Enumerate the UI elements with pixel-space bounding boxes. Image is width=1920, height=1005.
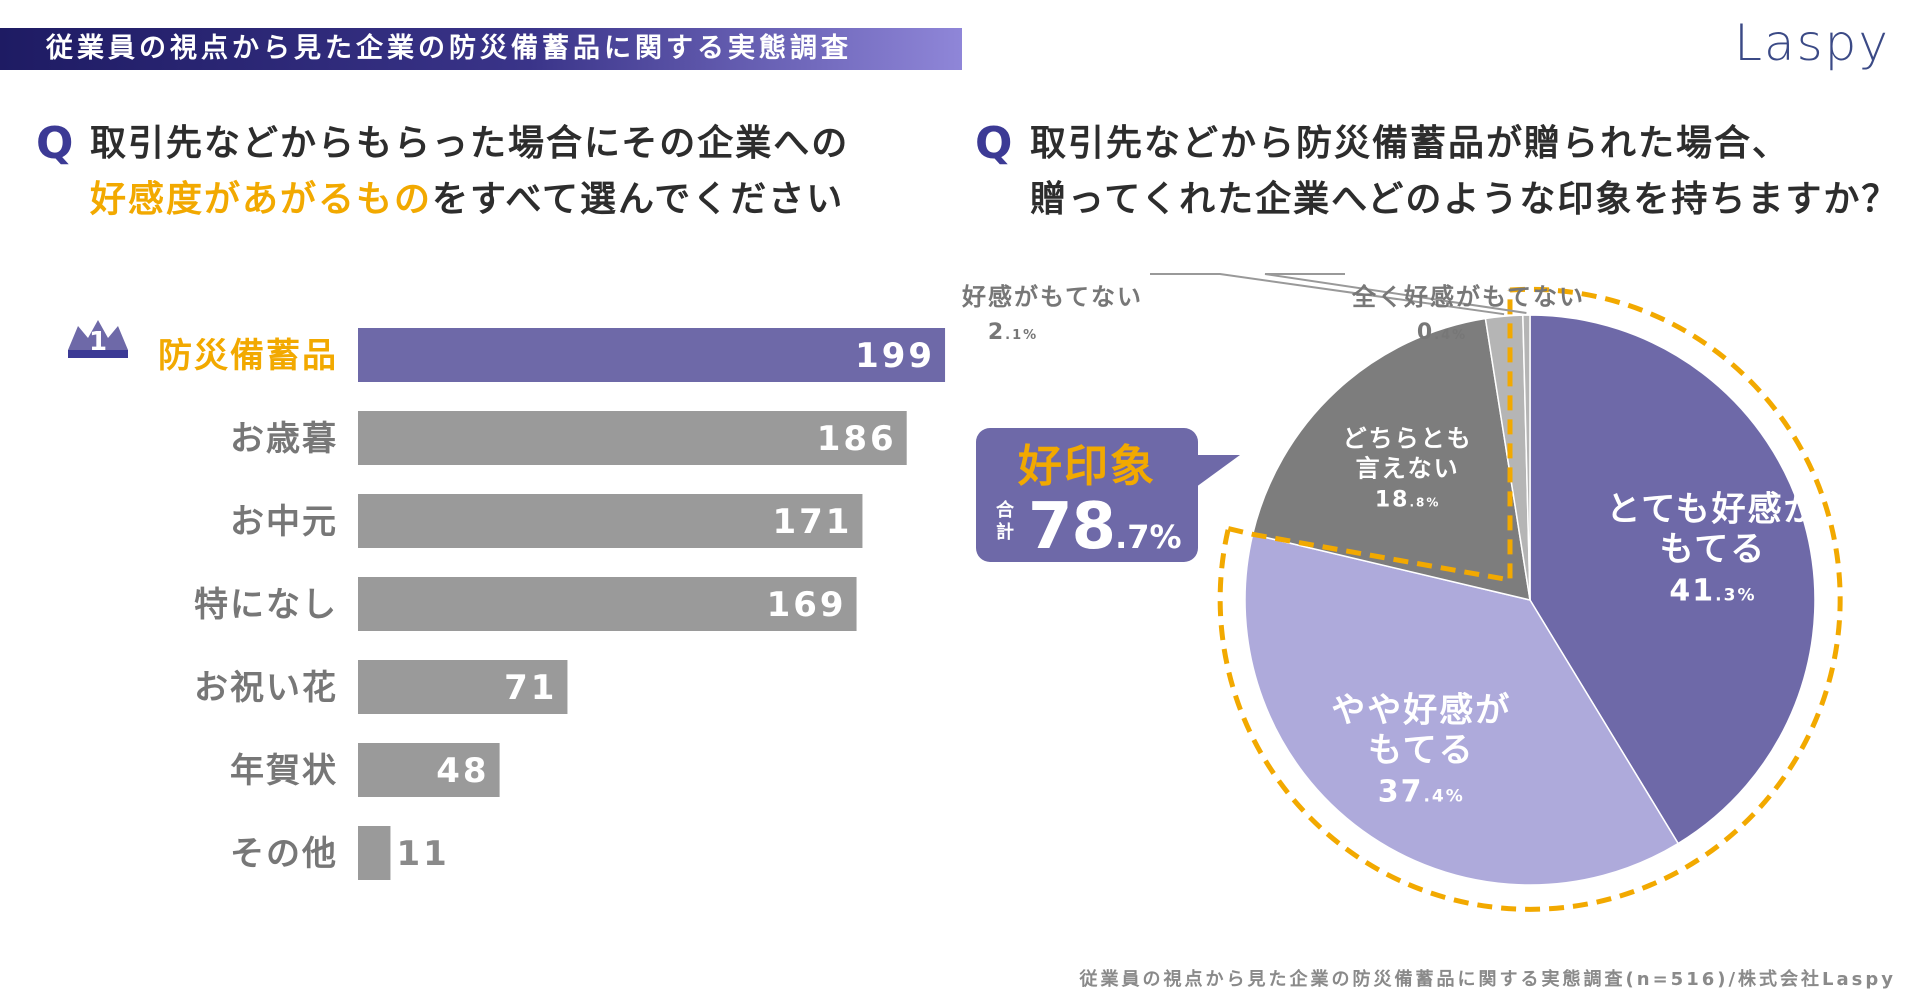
- bar: [358, 411, 907, 465]
- left-question-line2: 好感度があがるものをすべて選んでください: [90, 172, 849, 228]
- bar-category-label: 防災備蓄品: [158, 336, 338, 376]
- pie-slice-label: やや好感が: [1331, 691, 1511, 731]
- good-impression-badge: 好印象 合計 78.7%: [976, 428, 1198, 564]
- badge-pointer: [1192, 455, 1240, 490]
- bar-value-label: 11: [396, 834, 449, 874]
- survey-title-banner: 従業員の視点から見た企業の防災備蓄品に関する実態調査: [0, 28, 962, 70]
- pie-slice: [1244, 533, 1680, 886]
- bar: [358, 743, 500, 797]
- pie-slice-label: どちらとも: [1343, 424, 1473, 452]
- rank-number: 1: [89, 327, 107, 357]
- bar-category-label: その他: [230, 834, 338, 874]
- left-question: 取引先などからもらった場合にその企業への 好感度があがるものをすべて選んでくださ…: [90, 116, 849, 228]
- bar-chart: 防災備蓄品 199 お歳暮 186 お中元 171 特になし 169 お祝い花 71 年賀状 48 その…: [68, 320, 946, 880]
- bar: [358, 660, 568, 714]
- pie-slice-value: 41.3%: [1669, 574, 1756, 609]
- pie-slice-label: もてる: [1368, 731, 1475, 771]
- bar-value-label: 169: [767, 585, 847, 625]
- pie-slice-label: とても好感が: [1606, 490, 1819, 530]
- bar-category-label: 年賀状: [230, 751, 338, 791]
- bar-category-label: 特になし: [194, 585, 338, 625]
- bar: [358, 328, 946, 382]
- bar-value-label: 171: [772, 502, 852, 542]
- pie-chart: とても好感がもてる41.3%やや好感がもてる37.4%どちらとも言えない18.8…: [960, 273, 1843, 912]
- bar-value-label: 199: [855, 336, 935, 376]
- good-impression-outline: [1227, 290, 1513, 583]
- laspy-logo: Laspy: [1734, 14, 1890, 72]
- bar: [358, 826, 391, 880]
- right-question-line1: 取引先などから防災備蓄品が贈られた場合、: [1030, 123, 1791, 164]
- left-question-line2-rest: をすべて選んでください: [432, 179, 845, 220]
- bar: [358, 577, 857, 631]
- right-question: 取引先などから防災備蓄品が贈られた場合、 贈ってくれた企業へどのような印象を持ち…: [1030, 116, 1899, 228]
- pie-slice-value: 18.8%: [1375, 487, 1441, 512]
- right-question-q-icon: Q: [975, 118, 1013, 169]
- pie-slice: [1522, 314, 1531, 601]
- left-question-q-icon: Q: [36, 118, 74, 169]
- rank-crown-icon: 1: [68, 320, 128, 358]
- left-question-highlight: 好感度があがるもの: [90, 179, 433, 220]
- pie-slice-value: 37.4%: [1378, 775, 1465, 810]
- bar-category-label: お祝い花: [194, 668, 338, 708]
- pie-slice-value: 0.4%: [1417, 320, 1467, 345]
- source-footer: 従業員の視点から見た企業の防災備蓄品に関する実態調査(n=516)/株式会社La…: [1079, 969, 1896, 990]
- bar-category-label: お歳暮: [230, 419, 338, 459]
- left-question-line1: 取引先などからもらった場合にその企業への: [90, 123, 850, 164]
- bar-value-label: 186: [817, 419, 897, 459]
- pie-slice: [1251, 317, 1531, 601]
- pie-leader-line: [1264, 273, 1527, 315]
- badge-total-value: 78.7%: [1028, 490, 1182, 564]
- bar-category-label: お中元: [230, 502, 338, 542]
- right-question-line2: 贈ってくれた企業へどのような印象を持ちますか？: [1030, 179, 1900, 220]
- pie-slice: [1529, 314, 1816, 845]
- bar-value-label: 71: [504, 668, 557, 708]
- pie-slice-label: 全く好感がもてない: [1351, 283, 1585, 311]
- pie-slice-label: あまり好感がもてない: [960, 283, 1143, 311]
- pie-leader-line: [1150, 273, 1505, 316]
- bar-value-label: 48: [436, 751, 489, 791]
- badge-title: 好印象: [1018, 441, 1156, 492]
- badge-total-label: 合計: [996, 500, 1014, 543]
- pie-slice-label: 言えない: [1356, 454, 1460, 482]
- bar: [358, 494, 863, 548]
- pie-slice-label: もてる: [1660, 530, 1767, 570]
- badge-number-dec: .7%: [1115, 518, 1182, 556]
- good-impression-outline: [1217, 286, 1843, 912]
- badge-number-int: 78: [1028, 490, 1116, 564]
- pie-slice-value: 2.1%: [988, 320, 1038, 345]
